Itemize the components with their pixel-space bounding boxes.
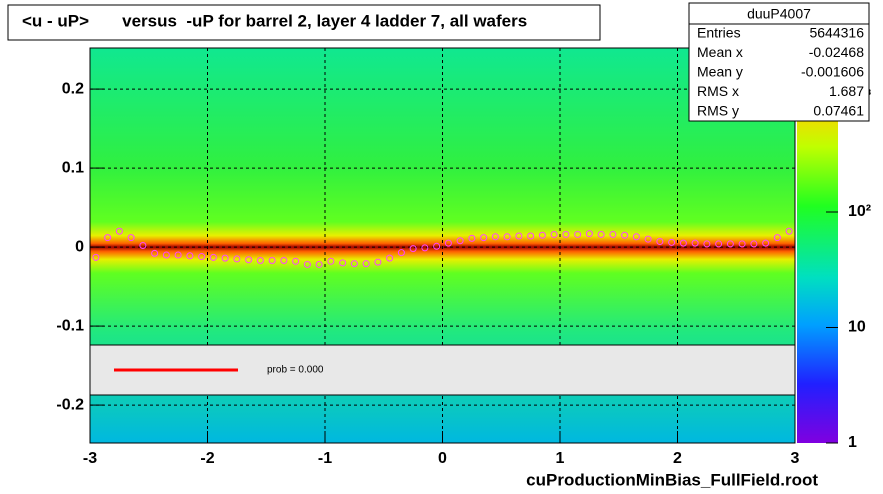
point: [503, 233, 511, 241]
point: [762, 239, 770, 247]
point: [715, 240, 723, 248]
stats-value: -0.02468: [809, 44, 864, 60]
chart-title: <u - uP> versus -uP for barrel 2, layer …: [22, 11, 527, 30]
point: [386, 254, 394, 262]
point: [104, 234, 112, 242]
point: [292, 257, 300, 265]
point: [468, 234, 476, 242]
point: [562, 230, 570, 238]
x-tick-label: -1: [318, 450, 332, 467]
point: [644, 235, 652, 243]
point: [656, 238, 664, 246]
point: [703, 240, 711, 248]
point: [515, 232, 523, 240]
point: [691, 239, 699, 247]
point: [421, 244, 429, 252]
point: [668, 238, 676, 246]
y-tick-label: 0.1: [62, 159, 84, 176]
point: [409, 245, 417, 253]
point: [491, 233, 499, 241]
x-tick-label: 0: [438, 450, 447, 467]
stats-label: Mean x: [697, 44, 743, 60]
point: [726, 240, 734, 248]
point: [151, 249, 159, 257]
point: [397, 249, 405, 257]
point: [785, 227, 793, 235]
stats-label: RMS y: [697, 103, 739, 119]
point: [621, 231, 629, 239]
stats-label: RMS x: [697, 83, 739, 99]
y-tick-label: -0.2: [56, 396, 84, 413]
point: [444, 239, 452, 247]
point: [738, 240, 746, 248]
point: [350, 260, 358, 268]
y-tick-label: -0.1: [56, 317, 84, 334]
point: [433, 242, 441, 250]
point: [550, 230, 558, 238]
point: [597, 230, 605, 238]
point: [162, 251, 170, 259]
stats-value: -0.001606: [801, 64, 864, 80]
point: [362, 260, 370, 268]
point: [209, 253, 217, 261]
x-tick-label: -2: [200, 450, 214, 467]
stats-box: [688, 2, 870, 122]
y-tick-label: 0.2: [62, 80, 84, 97]
z-tick-label: 10²: [848, 203, 871, 220]
point: [480, 234, 488, 242]
point: [92, 253, 100, 261]
stats-value: 5644316: [809, 25, 864, 41]
stats-label: Mean y: [697, 64, 743, 80]
point: [609, 230, 617, 238]
stats-label: Entries: [697, 25, 741, 41]
point: [233, 255, 241, 263]
stats-value: 1.687: [829, 83, 864, 99]
stats-value: 0.07461: [813, 103, 864, 119]
point: [315, 260, 323, 268]
title-box: [7, 4, 601, 41]
stats-title: duuP4007: [747, 6, 811, 22]
point: [456, 237, 464, 245]
x-tick-label: 2: [673, 450, 682, 467]
x-tick-label: 1: [556, 450, 565, 467]
point: [632, 233, 640, 241]
x-tick-label: -3: [83, 450, 97, 467]
point: [127, 234, 135, 242]
z-tick-label: 1: [848, 434, 857, 451]
point: [115, 227, 123, 235]
point: [174, 251, 182, 259]
point: [198, 253, 206, 261]
point: [245, 256, 253, 264]
point: [527, 232, 535, 240]
x-tick-label: 3: [791, 450, 800, 467]
point: [280, 257, 288, 265]
x-axis-label: cuProductionMinBias_FullField.root: [526, 470, 818, 489]
point: [538, 231, 546, 239]
point: [374, 258, 382, 266]
point: [574, 230, 582, 238]
point: [221, 254, 229, 262]
y-tick-label: 0: [75, 238, 84, 255]
point: [339, 259, 347, 267]
point: [773, 234, 781, 242]
point: [268, 257, 276, 265]
point: [303, 260, 311, 268]
point: [679, 239, 687, 247]
point: [256, 257, 264, 265]
point: [585, 230, 593, 238]
point: [139, 242, 147, 249]
z-tick-label: 10: [848, 319, 866, 336]
point: [186, 252, 194, 260]
point: [327, 257, 335, 265]
point: [750, 240, 758, 248]
legend-text: prob = 0.000: [267, 365, 324, 376]
